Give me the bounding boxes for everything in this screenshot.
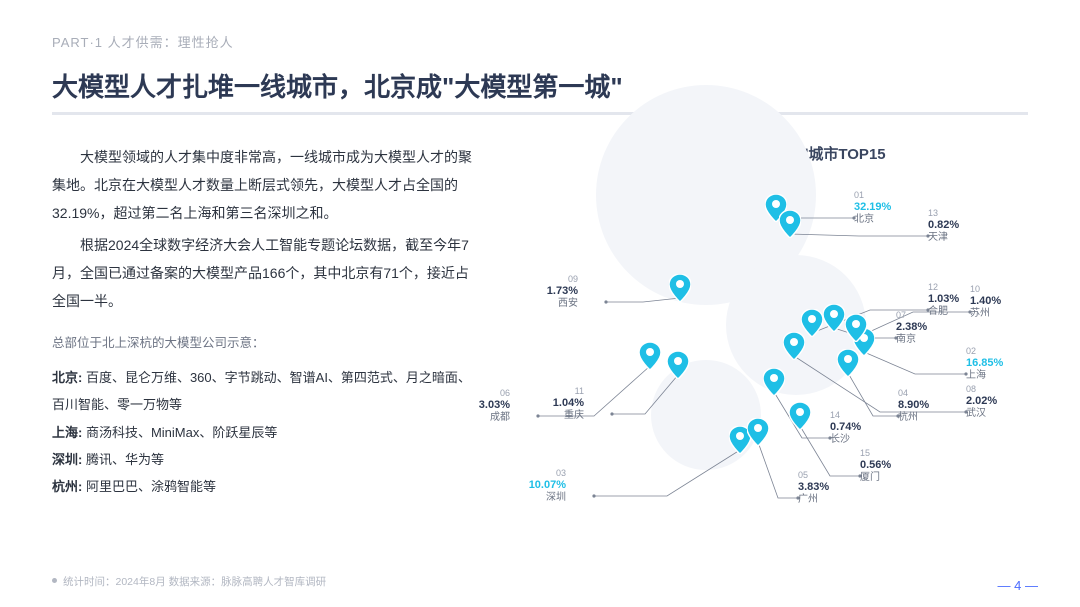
map-pin-icon (763, 368, 785, 390)
map-pin-icon (845, 314, 867, 336)
city-name: 成都 (479, 412, 510, 424)
city-percentage: 1.40% (970, 295, 1001, 308)
city-percentage: 1.03% (928, 293, 959, 306)
content-row: 大模型领域的人才集中度非常高，一线城市成为大模型人才的聚集地。北京在大模型人才数… (52, 143, 1028, 530)
city-rank: 06 (479, 388, 510, 399)
city-name: 北京 (854, 214, 891, 226)
bullet-icon (52, 578, 57, 583)
city-rank: 14 (830, 410, 861, 421)
city-percentage: 16.85% (966, 357, 1003, 370)
city-name: 苏州 (970, 308, 1001, 320)
city-rank: 10 (970, 284, 1001, 295)
companies-header: 总部位于北上深杭的大模型公司示意： (52, 331, 472, 356)
city-rank: 07 (896, 310, 927, 321)
city-rank: 15 (860, 448, 891, 459)
city-rank: 01 (854, 190, 891, 201)
city-label: 072.38%南京 (896, 310, 927, 346)
map-pin-icon (837, 349, 859, 371)
city-label: 082.02%武汉 (966, 384, 997, 420)
city-percentage: 0.56% (860, 459, 891, 472)
city-percentage: 1.73% (547, 285, 578, 298)
city-rank: 04 (898, 388, 929, 399)
city-rank: 13 (928, 208, 959, 219)
city-percentage: 1.04% (553, 397, 584, 410)
city-label: 0310.07%深圳 (529, 468, 566, 504)
company-line: 北京: 百度、昆仑万维、360、字节跳动、智谱AI、第四范式、月之暗面、百川智能… (52, 364, 472, 419)
city-rank: 05 (798, 470, 829, 481)
map-pin-icon (801, 309, 823, 331)
chart-column: 大模型人才数量最多的城市TOP15 0132.19%北京0216.85%上海03… (496, 143, 1028, 530)
city-rank: 08 (966, 384, 997, 395)
city-label: 0216.85%上海 (966, 346, 1003, 382)
city-label: 048.90%杭州 (898, 388, 929, 424)
footer-text: 统计时间：2024年8月 数据来源：脉脉高聘人才智库调研 (63, 576, 326, 588)
city-rank: 03 (529, 468, 566, 479)
city-name: 合肥 (928, 306, 959, 318)
body-paragraph: 根据2024全球数字经济大会人工智能专题论坛数据，截至今年7月，全国已通过备案的… (52, 231, 472, 315)
company-list-text: 腾讯、华为等 (86, 452, 164, 467)
city-name: 武汉 (966, 408, 997, 420)
city-name: 厦门 (860, 472, 891, 484)
city-name: 杭州 (898, 412, 929, 424)
title-underline (52, 112, 1028, 115)
company-city: 北京: (52, 370, 86, 385)
slide: PART·1 人才供需：理性抢人 大模型人才扎堆一线城市，北京成"大模型第一城"… (0, 0, 1080, 607)
page-number: — 4 — (998, 578, 1038, 593)
map-pin-icon (669, 274, 691, 296)
city-label: 121.03%合肥 (928, 282, 959, 318)
map-pin-icon (667, 351, 689, 373)
city-label: 101.40%苏州 (970, 284, 1001, 320)
footer-note: 统计时间：2024年8月 数据来源：脉脉高聘人才智库调研 (52, 574, 326, 589)
map-pin-icon (747, 418, 769, 440)
city-rank: 11 (553, 386, 584, 397)
city-label: 140.74%长沙 (830, 410, 861, 446)
companies-list: 北京: 百度、昆仑万维、360、字节跳动、智谱AI、第四范式、月之暗面、百川智能… (52, 364, 472, 500)
city-name: 南京 (896, 334, 927, 346)
company-line: 深圳: 腾讯、华为等 (52, 446, 472, 473)
city-percentage: 3.83% (798, 481, 829, 494)
map-pin-icon (823, 304, 845, 326)
section-label: PART·1 人才供需：理性抢人 (52, 32, 1028, 51)
body-paragraph: 大模型领域的人才集中度非常高，一线城市成为大模型人才的聚集地。北京在大模型人才数… (52, 143, 472, 227)
company-city: 杭州: (52, 479, 86, 494)
city-rank: 02 (966, 346, 1003, 357)
city-name: 深圳 (529, 492, 566, 504)
city-label: 111.04%重庆 (553, 386, 584, 422)
map-pin-icon (789, 402, 811, 424)
city-name: 西安 (547, 298, 578, 310)
city-map: 0132.19%北京0216.85%上海0310.07%深圳048.90%杭州0… (496, 170, 1028, 530)
company-list-text: 商汤科技、MiniMax、阶跃星辰等 (86, 425, 277, 440)
city-percentage: 3.03% (479, 399, 510, 412)
company-list-text: 阿里巴巴、涂鸦智能等 (86, 479, 216, 494)
city-label: 053.83%广州 (798, 470, 829, 506)
city-rank: 09 (547, 274, 578, 285)
city-label: 150.56%厦门 (860, 448, 891, 484)
company-city: 上海: (52, 425, 86, 440)
city-percentage: 2.02% (966, 395, 997, 408)
city-name: 重庆 (553, 410, 584, 422)
company-city: 深圳: (52, 452, 86, 467)
city-percentage: 0.74% (830, 421, 861, 434)
city-percentage: 8.90% (898, 399, 929, 412)
page-title: 大模型人才扎堆一线城市，北京成"大模型第一城" (52, 67, 1028, 104)
city-rank: 12 (928, 282, 959, 293)
city-name: 上海 (966, 370, 1003, 382)
city-percentage: 10.07% (529, 479, 566, 492)
map-pin-icon (639, 342, 661, 364)
city-label: 091.73%西安 (547, 274, 578, 310)
city-percentage: 2.38% (896, 321, 927, 334)
city-label: 0132.19%北京 (854, 190, 891, 226)
city-label: 063.03%成都 (479, 388, 510, 424)
company-line: 上海: 商汤科技、MiniMax、阶跃星辰等 (52, 419, 472, 446)
company-line: 杭州: 阿里巴巴、涂鸦智能等 (52, 473, 472, 500)
city-name: 天津 (928, 232, 959, 244)
company-list-text: 百度、昆仑万维、360、字节跳动、智谱AI、第四范式、月之暗面、百川智能、零一万… (52, 370, 471, 412)
map-pin-icon (779, 210, 801, 232)
city-name: 广州 (798, 494, 829, 506)
text-column: 大模型领域的人才集中度非常高，一线城市成为大模型人才的聚集地。北京在大模型人才数… (52, 143, 472, 530)
city-percentage: 0.82% (928, 219, 959, 232)
city-name: 长沙 (830, 434, 861, 446)
city-label: 130.82%天津 (928, 208, 959, 244)
city-percentage: 32.19% (854, 201, 891, 214)
